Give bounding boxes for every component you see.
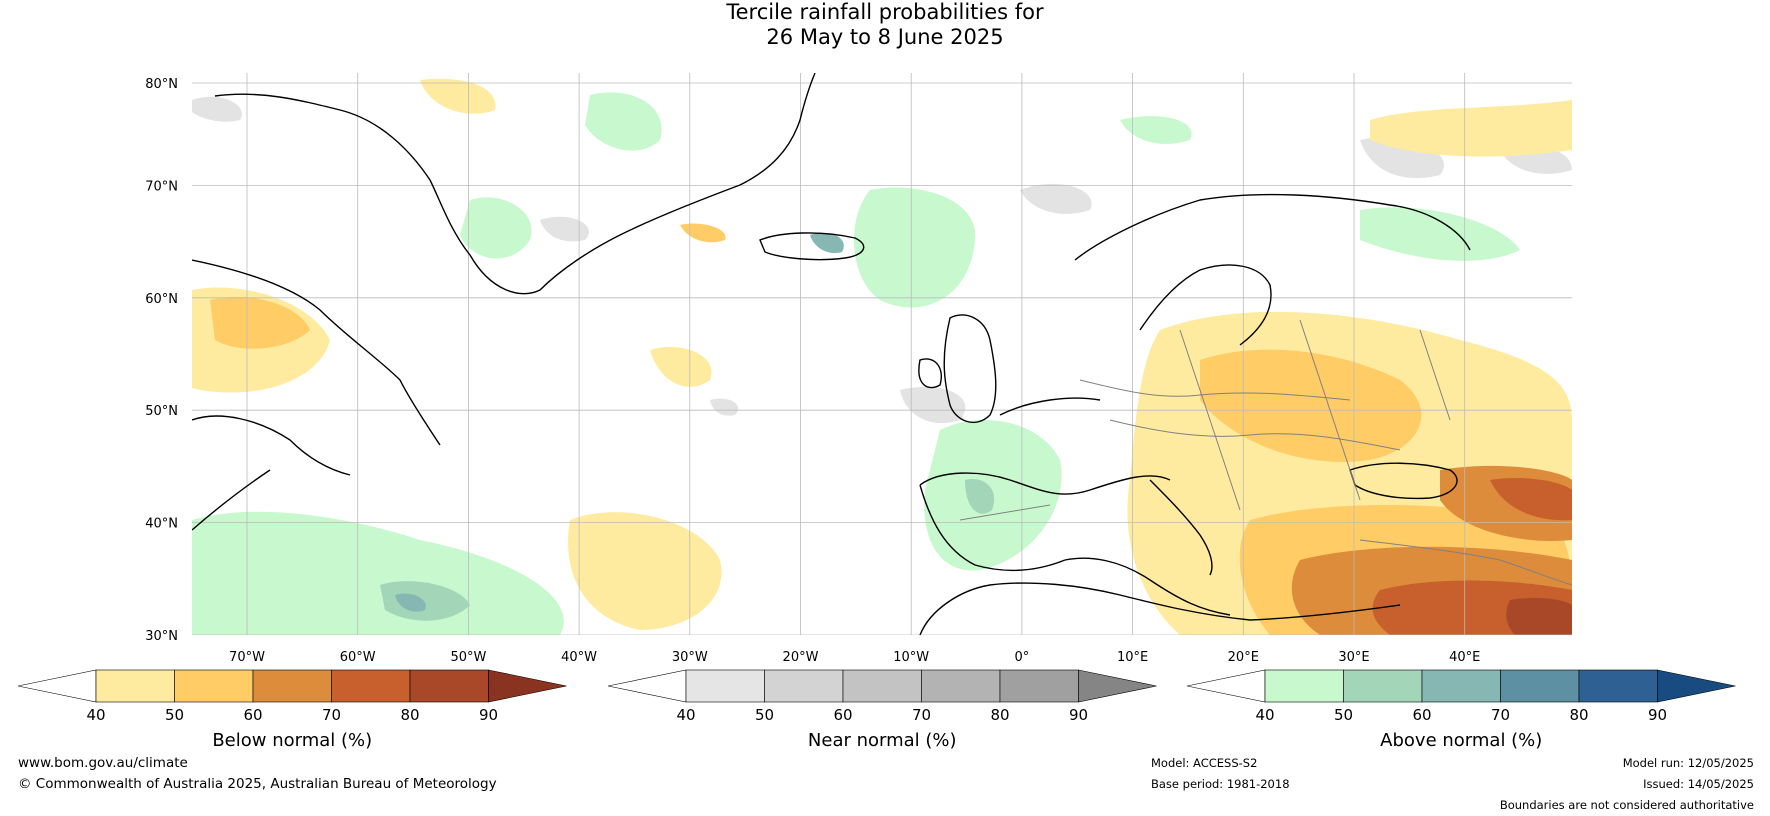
colorbar-left-extension	[17, 669, 97, 703]
colorbar-segment	[1578, 669, 1658, 703]
europe-coast	[919, 397, 1231, 616]
colorbar-segment	[1500, 669, 1580, 703]
lon-label: 40°E	[1449, 650, 1480, 665]
colorbar-title: Below normal (%)	[212, 730, 372, 751]
british-isles-coast	[918, 314, 997, 424]
lon-label: 10°W	[893, 650, 929, 665]
colorbar-tick-label: 80	[400, 706, 419, 724]
colorbar-tick-label: 60	[243, 706, 262, 724]
colorbar-segment	[252, 669, 332, 703]
lon-label: 20°W	[783, 650, 819, 665]
footer-model: Model: ACCESS-S2	[1151, 756, 1258, 770]
italy-coast	[1149, 479, 1213, 576]
colorbar-tick-label: 60	[833, 706, 852, 724]
colorbar-2: 40 50 60 70 80 90 Near normal (%)	[607, 669, 1157, 751]
colorbar-left-extension	[1186, 669, 1266, 703]
colorbar-title: Near normal (%)	[808, 730, 957, 751]
iceland-coast	[759, 232, 865, 261]
lon-label: 60°W	[340, 650, 376, 665]
title-line-2: 26 May to 8 June 2025	[766, 25, 1004, 49]
greenland-coast	[214, 73, 816, 295]
colorbar-segment	[409, 669, 489, 703]
lon-label: 50°W	[450, 650, 486, 665]
colorbar-tick-label: 50	[165, 706, 184, 724]
colorbar-tick-label: 80	[990, 706, 1009, 724]
colorbar-segment	[764, 669, 844, 703]
colorbar-tick-label: 70	[322, 706, 341, 724]
colorbar-segment	[174, 669, 254, 703]
footer-disclaimer: Boundaries are not considered authoritat…	[1499, 798, 1754, 812]
colorbar-tick-label: 60	[1412, 706, 1431, 724]
lat-label: 80°N	[145, 77, 178, 92]
lat-label: 30°N	[145, 629, 178, 644]
map-title: Tercile rainfall probabilities for 26 Ma…	[0, 0, 1770, 50]
colorbar-right-extension	[488, 669, 567, 703]
lon-label: 0°	[1015, 650, 1030, 665]
colorbar-segment	[685, 669, 765, 703]
colorbar-segment	[921, 669, 1001, 703]
colorbar-segment	[95, 669, 175, 703]
colorbar-segment	[1343, 669, 1423, 703]
colorbar-tick-label: 40	[86, 706, 105, 724]
longitude-labels: 70°W 60°W 50°W 40°W 30°W 20°W 10°W 0° 10°E 20°E 30…	[229, 650, 1480, 665]
lat-label: 50°N	[145, 404, 178, 419]
colorbar-tick-label: 90	[1648, 706, 1667, 724]
lon-label: 20°E	[1228, 650, 1259, 665]
above-normal-shading	[192, 92, 1520, 635]
colorbar-left-extension	[607, 669, 687, 703]
colorbar-tick-label: 90	[1069, 706, 1088, 724]
black-sea-coast	[1349, 462, 1458, 500]
footer-model-run: Model run: 12/05/2025	[1622, 756, 1754, 770]
footer-copyright: © Commonwealth of Australia 2025, Austra…	[18, 776, 497, 792]
colorbar-tick-label: 80	[1569, 706, 1588, 724]
colorbar-segment	[1264, 669, 1344, 703]
colorbar-right-extension	[1078, 669, 1157, 703]
colorbar-title: Above normal (%)	[1380, 730, 1542, 751]
colorbar-right-extension	[1657, 669, 1736, 703]
colorbar-segment	[331, 669, 411, 703]
lon-label: 70°W	[229, 650, 265, 665]
colorbar-tick-label: 50	[755, 706, 774, 724]
footer-website[interactable]: www.bom.gov.au/climate	[18, 755, 188, 771]
colorbar-3: 40 50 60 70 80 90 Above normal (%)	[1186, 669, 1736, 751]
title-line-1: Tercile rainfall probabilities for	[726, 0, 1044, 24]
lat-label: 60°N	[145, 292, 178, 307]
colorbar-tick-label: 70	[912, 706, 931, 724]
colorbar-tick-label: 70	[1491, 706, 1510, 724]
lon-label: 10°E	[1117, 650, 1148, 665]
colorbar-1: 40 50 60 70 80 90 Below normal (%)	[17, 669, 567, 751]
lon-label: 30°E	[1338, 650, 1369, 665]
colorbar-tick-label: 50	[1334, 706, 1353, 724]
lat-label: 70°N	[145, 179, 178, 194]
footer-issued: Issued: 14/05/2025	[1643, 777, 1754, 791]
labrador-coast	[192, 259, 441, 531]
gridlines	[192, 73, 1572, 635]
colorbar-tick-label: 40	[676, 706, 695, 724]
footer-base-period: Base period: 1981-2018	[1151, 777, 1290, 791]
map-panel	[192, 73, 1572, 635]
colorbar-tick-label: 40	[1255, 706, 1274, 724]
colorbar-segment	[842, 669, 922, 703]
colorbar-segment	[1421, 669, 1501, 703]
north-africa-coast	[919, 582, 1401, 635]
colorbar-tick-label: 90	[479, 706, 498, 724]
lat-label: 40°N	[145, 517, 178, 532]
coastlines	[192, 73, 1471, 635]
country-borders	[959, 319, 1572, 586]
scandinavia-coast	[1074, 193, 1471, 346]
colorbar-legends: 40 50 60 70 80 90 Below normal (%) 40 50 60 70 80 90…	[17, 669, 1736, 751]
lon-label: 30°W	[672, 650, 708, 665]
colorbar-segment	[999, 669, 1079, 703]
latitude-labels: 80°N 70°N 60°N 50°N 40°N 30°N	[145, 77, 178, 644]
lon-label: 40°W	[561, 650, 597, 665]
